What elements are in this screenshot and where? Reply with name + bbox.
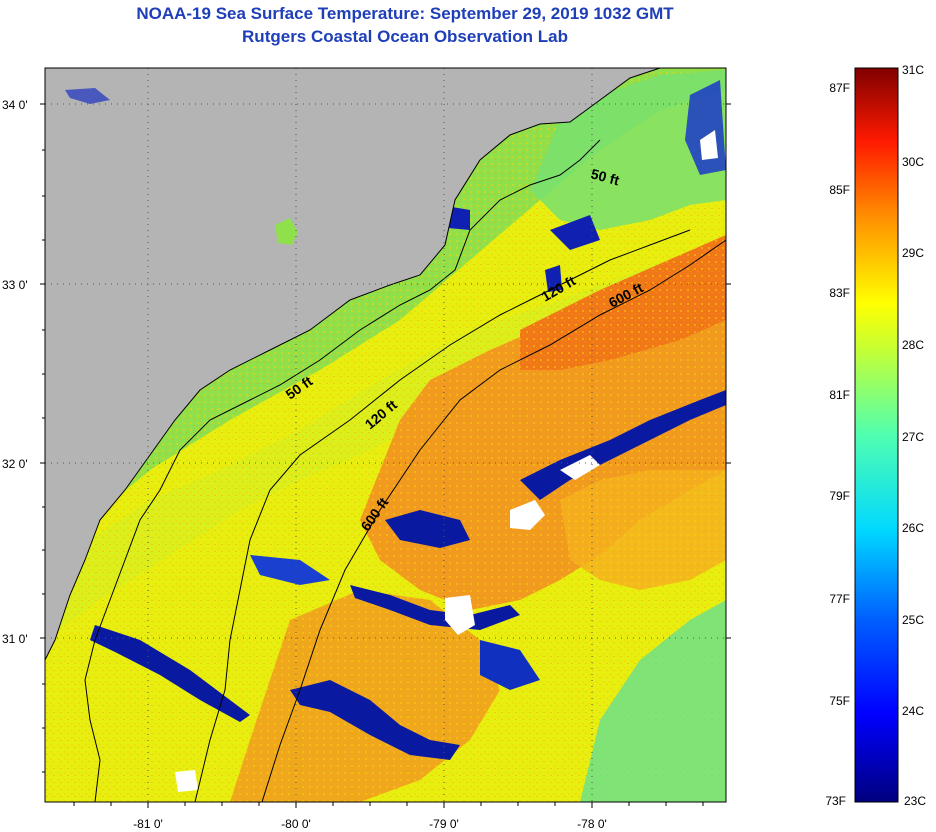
lat-label-34: 34 0' [2,98,28,112]
cloud-patch-3 [560,455,600,480]
fahrenheit-label: 85F [829,183,850,197]
contour-label-50ft-north: 50 ft [589,165,621,188]
fahrenheit-label: 81F [829,388,850,402]
map-title: NOAA-19 Sea Surface Temperature: Septemb… [136,4,674,23]
cold-streak-sw [90,625,250,722]
colorbar-celsius-labels: 31C 30C 29C 28C 27C 26C 25C 24C 23C [902,63,926,808]
map-subtitle: Rutgers Coastal Ocean Observation Lab [242,27,568,46]
isobath-50ft [84,139,601,802]
fahrenheit-label: 79F [829,489,850,503]
cold-eddy-north-3 [545,265,562,292]
colorbar [854,67,899,803]
sst-map: 50 ft 50 ft 120 ft 120 ft 600 ft 600 ft [45,68,726,802]
cold-eddy-2 [480,640,540,690]
lat-label-31: 31 0' [2,632,28,646]
cold-eddy-north-2 [550,215,600,250]
celsius-label: 25C [902,613,924,627]
cloud-patch-1 [510,500,545,530]
cloud-patch-4 [700,130,718,160]
lon-label-80: -80 0' [281,817,311,831]
colorbar-fahrenheit-labels: 87F 85F 83F 81F 79F 77F 75F 73F [825,81,850,808]
cold-eddy-3 [250,555,330,585]
fahrenheit-label: 87F [829,81,850,95]
lon-label-79: -79 0' [429,817,459,831]
grid-lines [45,68,726,802]
inland-water [65,88,110,104]
cold-streak-central [350,585,520,630]
map-frame [44,67,727,803]
isobath-600ft [261,239,726,802]
axis-ticks [40,103,731,808]
celsius-label: 27C [902,430,924,444]
fahrenheit-label: 77F [829,592,850,606]
isobath-120ft [194,229,691,802]
lon-label-78: -78 0' [577,817,607,831]
celsius-label: 29C [902,246,924,260]
cold-streak-south [290,680,460,760]
lat-label-33: 33 0' [2,278,28,292]
celsius-label: 31C [902,63,924,77]
inland-lake [275,218,298,245]
lon-label-81: -81 0' [133,817,163,831]
cloud-patch-5 [175,770,198,792]
fahrenheit-label: 75F [829,694,850,708]
celsius-label: 23C [904,794,926,808]
celsius-label: 28C [902,338,924,352]
celsius-label: 30C [902,155,924,169]
celsius-label: 26C [902,521,924,535]
celsius-label: 24C [902,704,924,718]
fahrenheit-label: 73F [825,794,846,808]
eastern-cool-edge [580,600,726,802]
cloud-patch-2 [445,595,475,635]
land-mass [45,68,660,660]
cold-eddy-1 [385,510,470,548]
fahrenheit-label: 83F [829,286,850,300]
coastline [45,68,661,661]
lat-label-32: 32 0' [2,457,28,471]
